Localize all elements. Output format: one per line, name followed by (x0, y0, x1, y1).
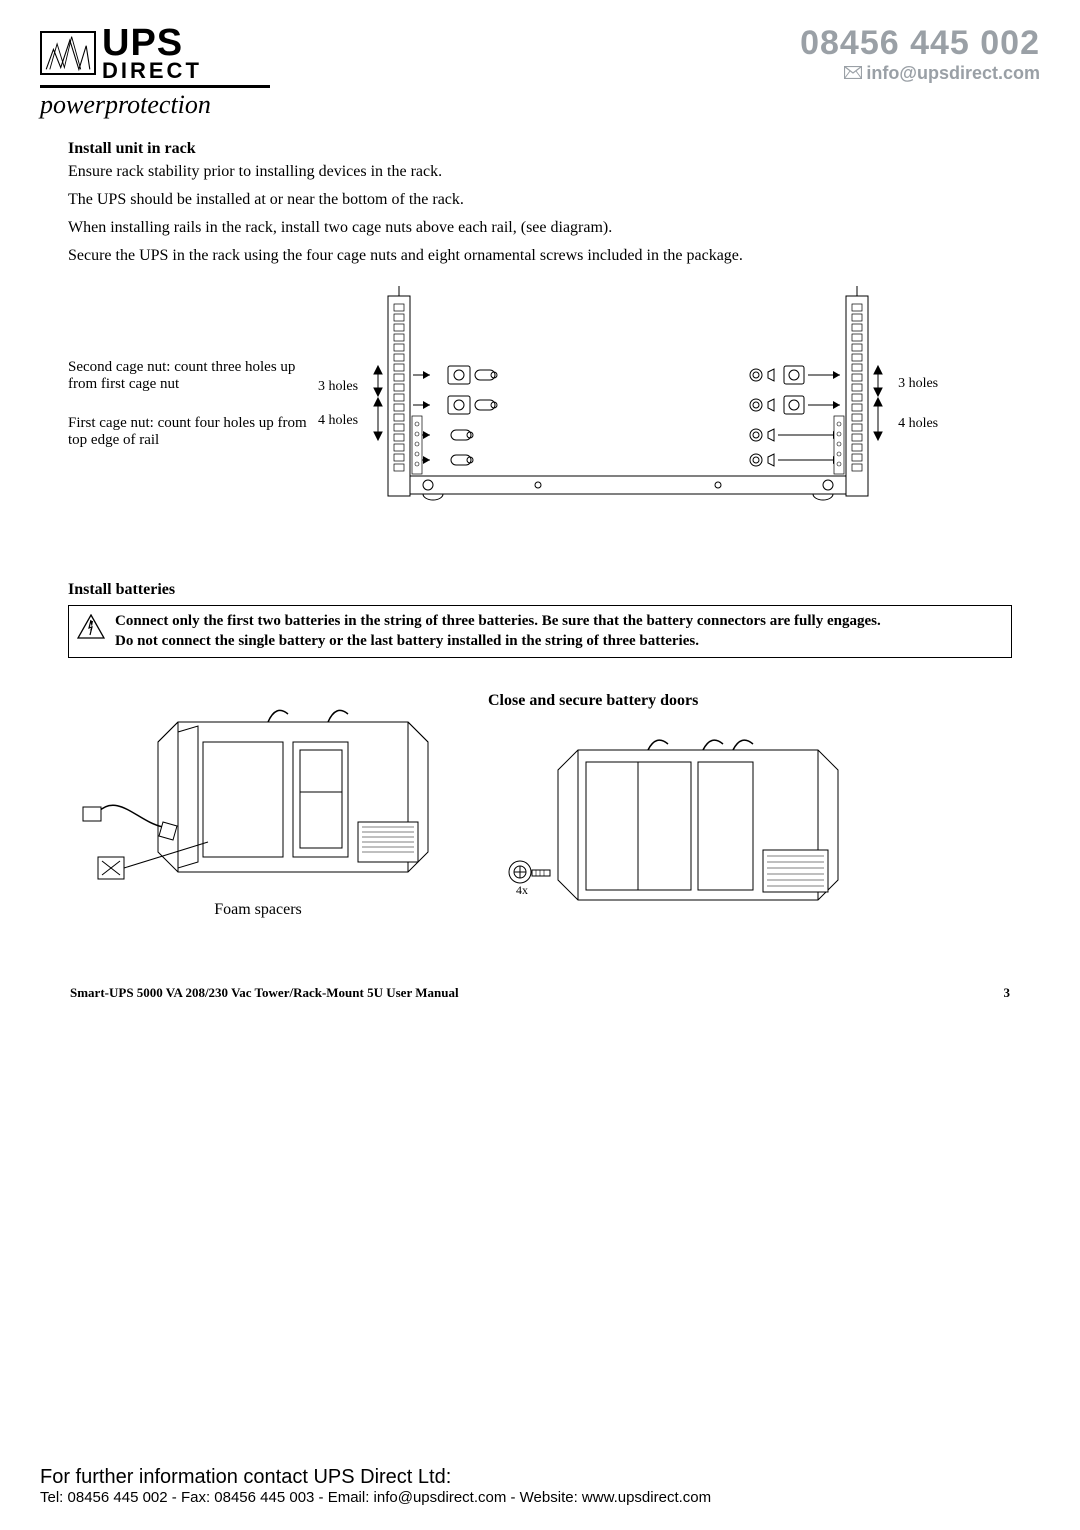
screw-count-text: 4x (516, 883, 528, 897)
page-header: UPS DIRECT powerprotection 08456 445 002… (40, 24, 1040, 120)
battery-doors-diagram: 4x (488, 720, 868, 920)
lightning-bolt-icon (40, 31, 96, 75)
rack-label-first-nut: First cage nut: count four holes up from… (68, 415, 308, 449)
warning-line1: Connect only the first two batteries in … (115, 612, 881, 632)
footer-line2: Tel: 08456 445 002 - Fax: 08456 445 003 … (40, 1489, 1040, 1506)
contact-email: info@upsdirect.com (866, 63, 1040, 83)
section1-p4: Secure the UPS in the rack using the fou… (68, 246, 1012, 266)
rack-meas-4holes-right: 4 holes (898, 416, 938, 432)
manual-footer: Smart-UPS 5000 VA 208/230 Vac Tower/Rack… (68, 985, 1012, 1001)
battery-install-diagram: Foam spacers (68, 672, 448, 919)
logo-tagline: powerprotection (40, 90, 270, 120)
section1-p1: Ensure rack stability prior to installin… (68, 162, 1012, 182)
logo: UPS DIRECT powerprotection (40, 24, 270, 120)
foam-spacers-label: Foam spacers (68, 901, 448, 919)
contact-block: 08456 445 002 info@upsdirect.com (800, 24, 1040, 84)
warning-line2: Do not connect the single battery or the… (115, 632, 881, 652)
rack-diagram: Second cage nut: count three holes up fr… (68, 286, 1012, 521)
logo-line2: DIRECT (102, 60, 202, 82)
section2-title: Install batteries (68, 581, 1012, 599)
section1-p3: When installing rails in the rack, insta… (68, 218, 1012, 238)
page-number: 3 (1004, 985, 1011, 1001)
email-icon (844, 63, 862, 84)
logo-line1: UPS (102, 24, 202, 62)
contact-phone: 08456 445 002 (800, 24, 1040, 63)
manual-title: Smart-UPS 5000 VA 208/230 Vac Tower/Rack… (70, 985, 459, 1001)
warning-triangle-icon (77, 614, 105, 647)
footer-line1: For further information contact UPS Dire… (40, 1466, 1040, 1489)
warning-box: Connect only the first two batteries in … (68, 605, 1012, 658)
close-doors-title: Close and secure battery doors (488, 692, 868, 710)
section1-title: Install unit in rack (68, 140, 1012, 158)
section1-p2: The UPS should be installed at or near t… (68, 190, 1012, 210)
rack-meas-3holes-left: 3 holes (318, 379, 358, 395)
rack-meas-4holes-left: 4 holes (318, 413, 358, 429)
rack-svg (368, 286, 888, 516)
rack-meas-3holes-right: 3 holes (898, 376, 938, 392)
rack-label-second-nut: Second cage nut: count three holes up fr… (68, 359, 308, 393)
page-footer: For further information contact UPS Dire… (40, 1466, 1040, 1506)
